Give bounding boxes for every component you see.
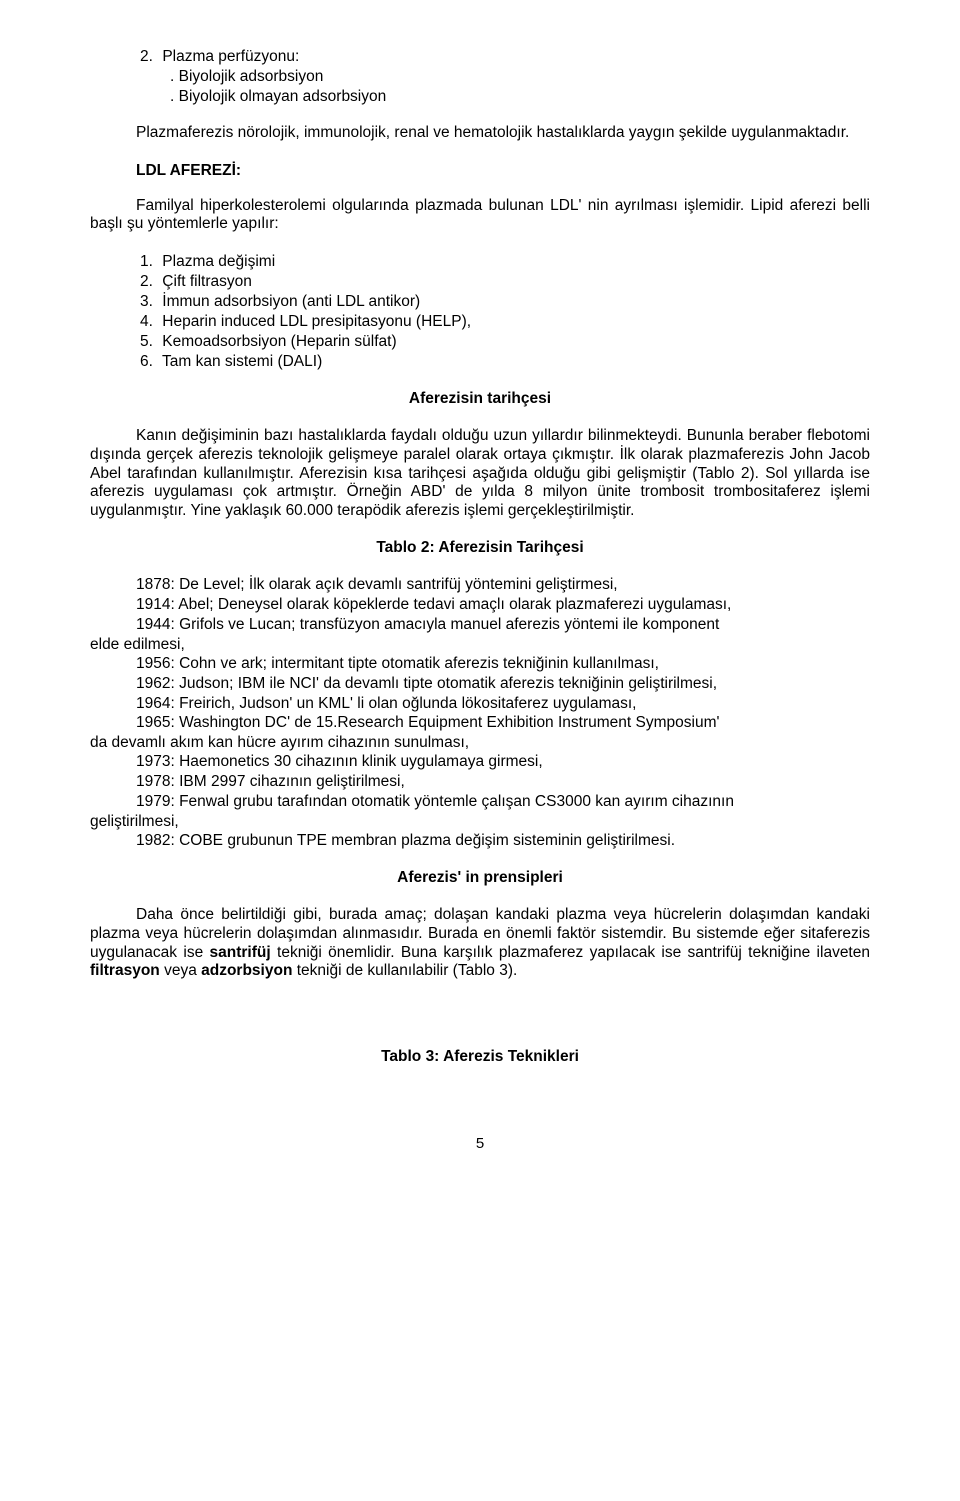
- list-num: 5.: [140, 333, 158, 352]
- heading-text: Tablo 2: Aferezisin Tarihçesi: [376, 539, 583, 556]
- heading-text: Aferezisin tarihçesi: [409, 390, 551, 407]
- sub-bullet-b: . Biyolojik olmayan adsorbsiyon: [170, 88, 870, 107]
- page-number-text: 5: [476, 1135, 484, 1152]
- para-seg-mid1: tekniği önemlidir. Buna karşılık plazmaf…: [271, 944, 870, 961]
- sub-bullet-a: . Biyolojik adsorbsiyon: [170, 68, 870, 87]
- tablo3-heading: Tablo 3: Aferezis Teknikleri: [90, 1048, 870, 1067]
- tarihce-paragraph: Kanın değişiminin bazı hastalıklarda fay…: [90, 427, 870, 522]
- timeline-1914: 1914: Abel; Deneysel olarak köpeklerde t…: [136, 596, 870, 615]
- timeline-1979-a: 1979: Fenwal grubu tarafından otomatik y…: [136, 793, 870, 812]
- list-num: 4.: [140, 313, 158, 332]
- list-num: 2.: [140, 273, 158, 292]
- list-text: Kemoadsorbsiyon (Heparin sülfat): [158, 333, 397, 350]
- ldl-item: 3. İmmun adsorbsiyon (anti LDL antikor): [136, 293, 870, 312]
- list-num: 1.: [140, 253, 158, 272]
- timeline-1962: 1962: Judson; IBM ile NCI' da devamlı ti…: [136, 675, 870, 694]
- para-text: Familyal hiperkolesterolemi olgularında …: [90, 197, 870, 233]
- bold-santrifuj: santrifüj: [210, 944, 271, 961]
- bold-adzorbsiyon: adzorbsiyon: [201, 962, 292, 979]
- list-text: Plazma değişimi: [158, 253, 275, 270]
- timeline-1944-a: 1944: Grifols ve Lucan; transfüzyon amac…: [136, 616, 870, 635]
- timeline-1982: 1982: COBE grubunun TPE membran plazma d…: [136, 832, 870, 851]
- list-text: Tam kan sistemi (DALI): [158, 353, 322, 370]
- heading-text: Tablo 3: Aferezis Teknikleri: [381, 1048, 579, 1065]
- list-num: 6.: [140, 353, 158, 372]
- para-text: Kanın değişiminin bazı hastalıklarda fay…: [90, 427, 870, 520]
- bullet-text: . Biyolojik adsorbsiyon: [170, 68, 323, 85]
- para-seg-post: tekniği de kullanılabilir (Tablo 3).: [292, 962, 517, 979]
- tarihce-heading: Aferezisin tarihçesi: [90, 390, 870, 409]
- list-text: İmmun adsorbsiyon (anti LDL antikor): [158, 293, 420, 310]
- timeline-1878: 1878: De Level; İlk olarak açık devamlı …: [136, 576, 870, 595]
- timeline-1944-b: elde edilmesi,: [90, 636, 870, 655]
- ldl-item: 1. Plazma değişimi: [136, 253, 870, 272]
- list-text: Heparin induced LDL presipitasyonu (HELP…: [158, 313, 471, 330]
- bullet-text: . Biyolojik olmayan adsorbsiyon: [170, 88, 386, 105]
- list-num: 3.: [140, 293, 158, 312]
- intro-paragraph: Plazmaferezis nörolojik, immunolojik, re…: [90, 124, 870, 143]
- list-item-2: 2. Plazma perfüzyonu:: [136, 48, 870, 67]
- ldl-numbered-list: 1. Plazma değişimi2. Çift filtrasyon3. İ…: [90, 253, 870, 371]
- heading-text: Aferezis' in prensipleri: [397, 869, 563, 886]
- timeline-1979-b: geliştirilmesi,: [90, 813, 870, 832]
- tablo2-heading: Tablo 2: Aferezisin Tarihçesi: [90, 539, 870, 558]
- ldl-item: 6. Tam kan sistemi (DALI): [136, 353, 870, 372]
- ldl-heading: LDL AFEREZİ:: [136, 162, 870, 181]
- timeline-1973: 1973: Haemonetics 30 cihazının klinik uy…: [136, 753, 870, 772]
- heading-text: LDL AFEREZİ:: [136, 162, 241, 179]
- list-text: Çift filtrasyon: [158, 273, 252, 290]
- ldl-intro: Familyal hiperkolesterolemi olgularında …: [90, 197, 870, 235]
- ldl-item: 2. Çift filtrasyon: [136, 273, 870, 292]
- para-text: Plazmaferezis nörolojik, immunolojik, re…: [136, 124, 849, 141]
- bold-filtrasyon: filtrasyon: [90, 962, 160, 979]
- timeline-1956: 1956: Cohn ve ark; intermitant tipte oto…: [136, 655, 870, 674]
- timeline-1964: 1964: Freirich, Judson' un KML' li olan …: [136, 695, 870, 714]
- page-number: 5: [90, 1135, 870, 1153]
- para-seg-mid2: veya: [160, 962, 201, 979]
- list-text: Plazma perfüzyonu:: [162, 48, 299, 65]
- timeline-1965-b: da devamlı akım kan hücre ayırım cihazın…: [90, 734, 870, 753]
- timeline-1978: 1978: IBM 2997 cihazının geliştirilmesi,: [136, 773, 870, 792]
- ldl-item: 5. Kemoadsorbsiyon (Heparin sülfat): [136, 333, 870, 352]
- ldl-item: 4. Heparin induced LDL presipitasyonu (H…: [136, 313, 870, 332]
- timeline-1965-a: 1965: Washington DC' de 15.Research Equi…: [136, 714, 870, 733]
- prensip-paragraph: Daha önce belirtildiği gibi, burada amaç…: [90, 906, 870, 982]
- prensip-heading: Aferezis' in prensipleri: [90, 869, 870, 888]
- list-num: 2.: [140, 48, 158, 67]
